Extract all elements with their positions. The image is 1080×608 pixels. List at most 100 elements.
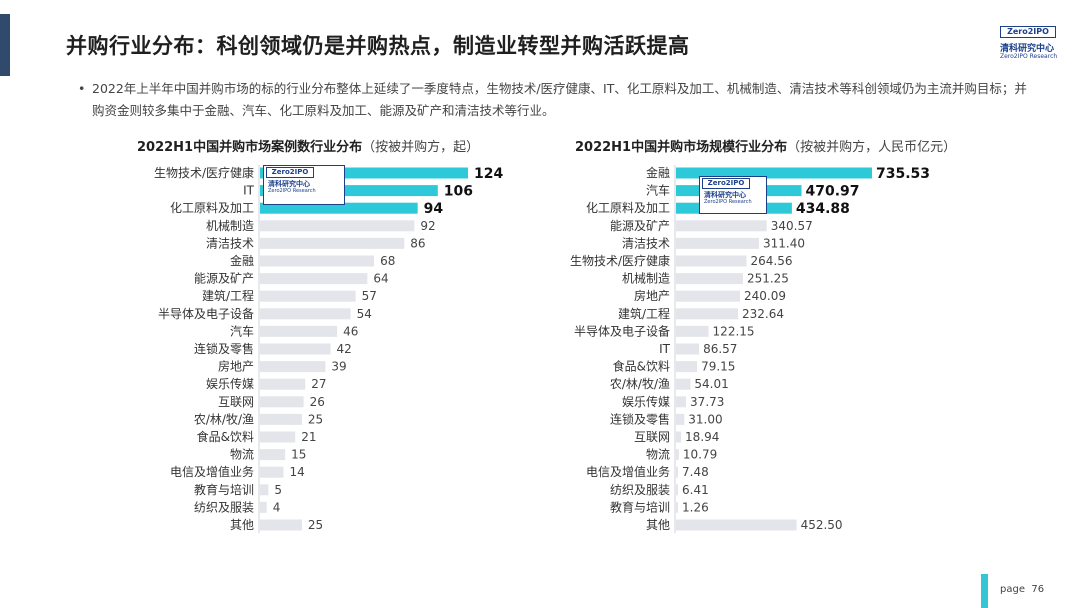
category-label: 汽车 bbox=[230, 323, 254, 338]
category-label: 食品&饮料 bbox=[197, 429, 254, 444]
category-label: IT bbox=[659, 342, 671, 356]
category-label: 生物技术/医疗健康 bbox=[570, 253, 670, 268]
value-label: 232.64 bbox=[742, 307, 784, 321]
bar bbox=[676, 290, 740, 302]
category-label: 其他 bbox=[646, 518, 670, 532]
watermark-cn-text: 清科研究中心 bbox=[704, 191, 746, 199]
value-label: 79.15 bbox=[701, 360, 735, 374]
bar bbox=[260, 308, 351, 320]
value-label: 37.73 bbox=[690, 395, 724, 409]
bar bbox=[260, 501, 267, 513]
bar bbox=[260, 519, 302, 531]
summary-text: 2022年上半年中国并购市场的标的行业分布整体上延续了一季度特点，生物技术/医疗… bbox=[92, 81, 1027, 118]
bar bbox=[260, 431, 296, 443]
value-label: 57 bbox=[362, 289, 377, 303]
category-label: 连锁及零售 bbox=[610, 411, 670, 426]
value-label: 7.48 bbox=[682, 465, 709, 479]
value-label: 21 bbox=[301, 430, 316, 444]
category-label: 互联网 bbox=[634, 430, 670, 444]
category-label: 物流 bbox=[230, 448, 254, 462]
value-label: 15 bbox=[291, 448, 306, 462]
left-chart-title: 2022H1中国并购市场案例数行业分布（按被并购方，起） bbox=[137, 136, 479, 155]
bar bbox=[676, 519, 797, 531]
value-label: 434.88 bbox=[796, 201, 850, 217]
category-label: 食品&饮料 bbox=[613, 359, 670, 374]
category-label: 化工原料及加工 bbox=[170, 201, 254, 215]
value-label: 86.57 bbox=[703, 342, 737, 356]
bar bbox=[260, 449, 286, 461]
value-label: 106 bbox=[444, 184, 473, 200]
bar bbox=[260, 237, 405, 249]
watermark-en-text: Zero2IPO Research bbox=[704, 199, 752, 205]
bar bbox=[676, 449, 679, 461]
value-label: 92 bbox=[420, 219, 435, 233]
value-label: 64 bbox=[373, 272, 388, 286]
watermark-wordmark: Zero2IPO bbox=[266, 167, 314, 178]
value-label: 6.41 bbox=[682, 483, 709, 497]
bar bbox=[676, 378, 691, 390]
value-label: 39 bbox=[331, 360, 346, 374]
bar bbox=[676, 325, 709, 337]
bar bbox=[260, 361, 326, 373]
value-label: 42 bbox=[336, 342, 351, 356]
value-label: 68 bbox=[380, 254, 395, 268]
right-chart-title-sub: （按被并购方，人民币亿元） bbox=[787, 140, 957, 155]
value-label: 1.26 bbox=[682, 500, 709, 514]
category-label: 机械制造 bbox=[622, 271, 670, 286]
category-label: 清洁技术 bbox=[622, 236, 670, 250]
page-title: 并购行业分布：科创领域仍是并购热点，制造业转型并购活跃提高 bbox=[66, 34, 690, 58]
value-label: 311.40 bbox=[763, 236, 805, 250]
bar bbox=[676, 308, 738, 320]
category-label: 互联网 bbox=[218, 395, 254, 409]
value-label: 10.79 bbox=[683, 448, 717, 462]
category-label: 娱乐传媒 bbox=[622, 394, 670, 409]
value-label: 470.97 bbox=[806, 184, 860, 200]
bar bbox=[260, 396, 304, 408]
category-label: 电信及增值业务 bbox=[586, 464, 670, 479]
category-label: 机械制造 bbox=[206, 218, 254, 233]
value-label: 27 bbox=[311, 377, 326, 391]
logo-cn-text: 清科研究中心 bbox=[1000, 44, 1055, 54]
category-label: 纺织及服装 bbox=[610, 483, 670, 497]
value-label: 54.01 bbox=[694, 377, 728, 391]
bar bbox=[260, 484, 269, 496]
category-label: 半导体及电子设备 bbox=[158, 307, 254, 321]
brand-logo: Zero2IPO 清科研究中心 Zero2IPO Research bbox=[1000, 26, 1058, 66]
value-label: 124 bbox=[474, 166, 503, 182]
bar bbox=[676, 431, 682, 443]
value-label: 240.09 bbox=[744, 289, 786, 303]
title-accent-bar bbox=[0, 14, 10, 76]
bar bbox=[260, 255, 375, 267]
category-label: 化工原料及加工 bbox=[586, 201, 670, 215]
watermark-en-text: Zero2IPO Research bbox=[268, 188, 316, 194]
watermark-cn-text: 清科研究中心 bbox=[268, 180, 310, 188]
value-label: 14 bbox=[289, 465, 304, 479]
category-label: 房地产 bbox=[634, 288, 670, 303]
left-chart-title-sub: （按被并购方，起） bbox=[362, 140, 480, 155]
left-chart-title-main: 2022H1中国并购市场案例数行业分布 bbox=[137, 140, 363, 155]
value-label: 452.50 bbox=[801, 518, 843, 532]
bar bbox=[676, 237, 759, 249]
value-label: 340.57 bbox=[771, 219, 813, 233]
category-label: 能源及矿产 bbox=[610, 219, 670, 233]
value-label: 25 bbox=[308, 518, 323, 532]
bar bbox=[676, 273, 743, 285]
page-number-value: 76 bbox=[1031, 584, 1045, 595]
value-label: 4 bbox=[273, 500, 281, 514]
bar bbox=[676, 343, 700, 355]
value-label: 94 bbox=[424, 201, 444, 217]
category-label: 物流 bbox=[646, 448, 670, 462]
bar bbox=[260, 185, 438, 197]
bar bbox=[260, 343, 331, 355]
bar bbox=[676, 396, 687, 408]
category-label: 汽车 bbox=[646, 183, 670, 198]
deal-count-bar-chart: 生物技术/医疗健康 124 IT 106 化工原料及加工 94 机械制造 92 清洁技术 86 金融… bbox=[154, 165, 503, 533]
bar bbox=[676, 361, 698, 373]
bar bbox=[260, 273, 368, 285]
category-label: 纺织及服装 bbox=[194, 500, 254, 514]
category-label: 能源及矿产 bbox=[194, 272, 254, 286]
bar bbox=[260, 220, 415, 232]
value-label: 26 bbox=[310, 395, 325, 409]
logo-wordmark: Zero2IPO bbox=[1000, 26, 1056, 38]
watermark-logo: Zero2IPO 清科研究中心 Zero2IPO Research bbox=[263, 165, 345, 205]
